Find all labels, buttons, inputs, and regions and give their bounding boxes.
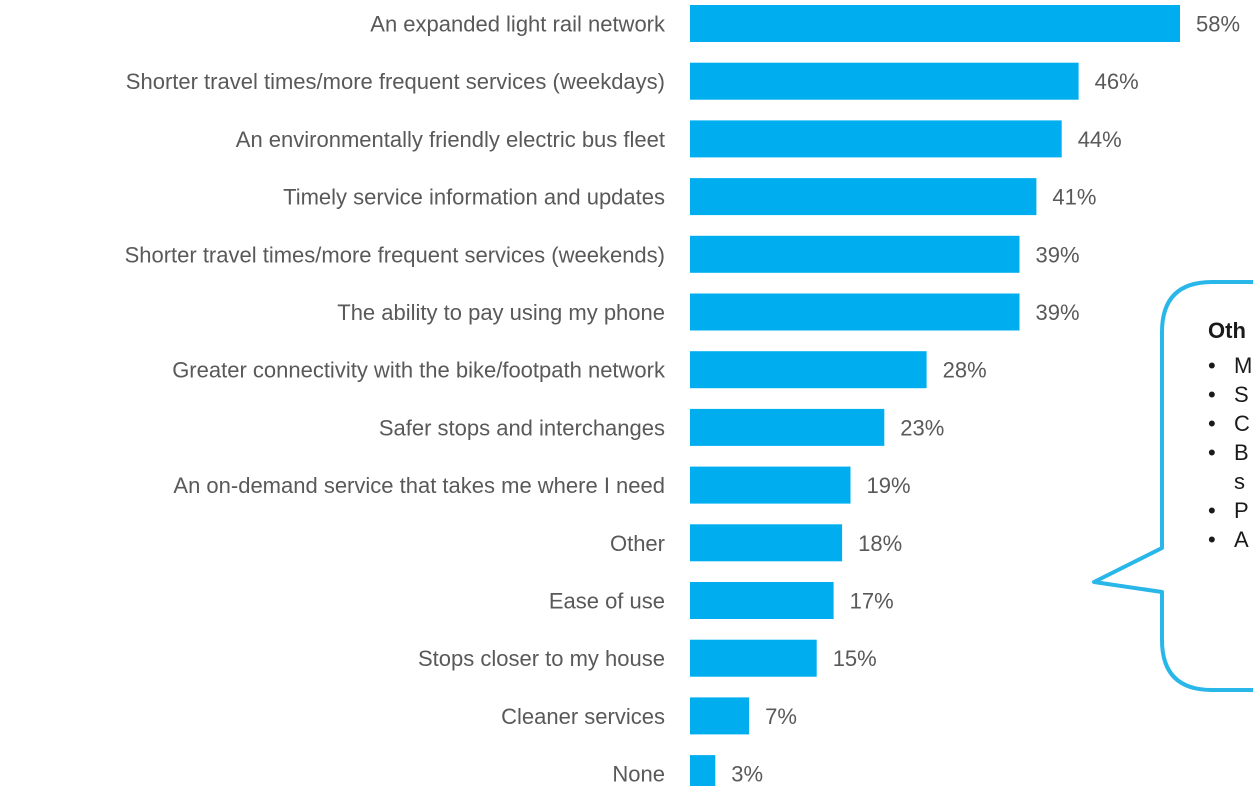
category-label: An environmentally friendly electric bus…: [236, 127, 665, 152]
value-label: 7%: [765, 704, 797, 729]
value-label: 58%: [1196, 12, 1240, 37]
bar-4: [690, 235, 1020, 273]
category-label: Ease of use: [549, 589, 665, 614]
bar-0: [690, 5, 1180, 42]
callout-list-item: M: [1208, 351, 1253, 380]
callout-list: MSCBsPA: [1208, 351, 1253, 554]
category-label: Shorter travel times/more frequent servi…: [125, 242, 665, 267]
value-label: 18%: [858, 531, 902, 556]
bar-6: [690, 351, 927, 389]
value-label: 19%: [867, 473, 911, 498]
value-label: 3%: [731, 762, 763, 786]
callout-list-item: S: [1208, 380, 1253, 409]
category-label: An expanded light rail network: [370, 12, 666, 37]
category-label: The ability to pay using my phone: [337, 300, 665, 325]
category-label: None: [612, 762, 665, 786]
callout-list-item: A: [1208, 525, 1253, 554]
callout-title: Oth: [1208, 318, 1246, 343]
category-labels: An expanded light rail network Shorter tr…: [125, 12, 666, 786]
category-label: An on-demand service that takes me where…: [173, 473, 665, 498]
value-label: 39%: [1036, 242, 1080, 267]
bar-3: [690, 178, 1037, 216]
bar-1: [690, 62, 1079, 100]
callout-list-item: P: [1208, 496, 1253, 525]
category-label: Cleaner services: [501, 704, 665, 729]
value-label: 39%: [1036, 300, 1080, 325]
category-label: Shorter travel times/more frequent servi…: [126, 69, 665, 94]
callout-content: Oth MSCBsPA: [1208, 316, 1253, 554]
category-label: Other: [610, 531, 665, 556]
category-label: Safer stops and interchanges: [379, 415, 665, 440]
value-label: 15%: [833, 646, 877, 671]
bar-13: [690, 755, 716, 786]
category-label: Stops closer to my house: [418, 646, 665, 671]
value-label: 28%: [943, 358, 987, 383]
bar-10: [690, 582, 834, 619]
category-label: Timely service information and updates: [283, 185, 665, 210]
value-label: 23%: [900, 415, 944, 440]
bar-9: [690, 524, 843, 562]
value-label: 44%: [1078, 127, 1122, 152]
bar-12: [690, 697, 750, 735]
value-label: 17%: [850, 589, 894, 614]
bar-11: [690, 639, 817, 677]
category-label: Greater connectivity with the bike/footp…: [172, 358, 666, 383]
value-label: 41%: [1052, 185, 1096, 210]
value-label: 46%: [1095, 69, 1139, 94]
callout-list-item: s: [1234, 469, 1245, 494]
bar-8: [690, 466, 851, 504]
bar-7: [690, 408, 885, 446]
callout-list-item: C: [1208, 409, 1253, 438]
bars-group: [690, 5, 1180, 786]
value-labels: 58% 46% 44% 41% 39% 39% 28% 23% 19% 18% 17% 15% 7% 3%: [731, 12, 1240, 786]
bar-5: [690, 293, 1020, 331]
bar-2: [690, 120, 1062, 158]
callout-list-item: B: [1208, 438, 1253, 467]
